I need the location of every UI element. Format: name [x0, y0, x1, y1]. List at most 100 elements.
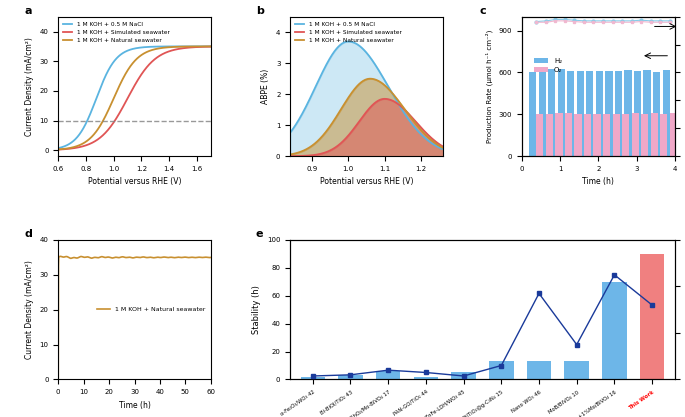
- 1 M KOH + Natural seawater: [404, 111, 412, 116]
- 1 M KOH + Simulated seawater: [404, 111, 412, 116]
- 1 M KOH + Natural seawater: [390, 94, 399, 99]
- Bar: [660, 114, 667, 156]
- 1 M KOH + 0.5 M NaCl: [51, 146, 60, 151]
- 1 M KOH + 0.5 M NaCl: [143, 45, 151, 50]
- 1 M KOH + Simulated seawater: [390, 99, 399, 104]
- Line: 1 M KOH + 0.5 M NaCl: 1 M KOH + 0.5 M NaCl: [290, 41, 447, 151]
- Bar: [414, 377, 438, 379]
- Bar: [546, 114, 553, 156]
- 1 M KOH + 0.5 M NaCl: [326, 55, 334, 60]
- Bar: [651, 113, 658, 156]
- X-axis label: Potential versus RHE (V): Potential versus RHE (V): [88, 178, 182, 186]
- 1 M KOH + 0.5 M NaCl: [378, 74, 386, 79]
- Text: b: b: [257, 6, 264, 16]
- Text: a: a: [25, 6, 32, 16]
- 1 M KOH + Simulated seawater: [61, 147, 69, 152]
- Bar: [612, 113, 620, 156]
- Bar: [565, 113, 572, 156]
- Bar: [548, 69, 556, 156]
- 1 M KOH + 0.5 M NaCl: [152, 44, 160, 49]
- 1 M KOH + Natural seawater: [171, 44, 179, 49]
- Bar: [536, 114, 543, 156]
- Bar: [632, 113, 639, 156]
- 1 M KOH + Simulated seawater: [152, 55, 160, 60]
- Bar: [527, 361, 551, 379]
- Legend: 1 M KOH + 0.5 M NaCl, 1 M KOH + Simulated seawater, 1 M KOH + Natural seawater: 1 M KOH + 0.5 M NaCl, 1 M KOH + Simulate…: [293, 20, 404, 45]
- 1 M KOH + 0.5 M NaCl: [345, 39, 353, 44]
- Bar: [662, 70, 670, 156]
- Line: 1 M KOH + Simulated seawater: 1 M KOH + Simulated seawater: [55, 47, 214, 150]
- Bar: [624, 70, 632, 156]
- Line: 1 M KOH + Simulated seawater: 1 M KOH + Simulated seawater: [290, 99, 447, 156]
- Bar: [653, 72, 660, 156]
- 1 M KOH + 0.5 M NaCl: [147, 44, 155, 49]
- Bar: [301, 377, 325, 379]
- 1 M KOH + Natural seawater: [152, 46, 160, 51]
- 1 M KOH + Simulated seawater: [286, 153, 295, 158]
- 1 M KOH + Natural seawater: [286, 152, 295, 157]
- 1 M KOH + Natural seawater: [202, 255, 210, 260]
- Line: 1 M KOH + 0.5 M NaCl: 1 M KOH + 0.5 M NaCl: [55, 46, 214, 148]
- Bar: [643, 70, 651, 156]
- Bar: [596, 71, 603, 156]
- 1 M KOH + Natural seawater: [188, 44, 196, 49]
- 1 M KOH + Natural seawater: [366, 76, 375, 81]
- 1 M KOH + Simulated seawater: [171, 47, 179, 52]
- Text: d: d: [25, 229, 32, 239]
- Bar: [603, 114, 610, 156]
- 1 M KOH + Natural seawater: [125, 255, 133, 260]
- Bar: [564, 361, 589, 379]
- 1 M KOH + 0.5 M NaCl: [404, 116, 412, 121]
- Bar: [615, 71, 622, 156]
- Bar: [575, 114, 582, 156]
- 1 M KOH + Natural seawater: [143, 49, 151, 54]
- Y-axis label: ABPE (%): ABPE (%): [262, 69, 271, 104]
- 1 M KOH + Simulated seawater: [188, 45, 196, 50]
- X-axis label: Time (h): Time (h): [119, 401, 151, 410]
- Bar: [451, 372, 476, 379]
- Legend: 1 M KOH + 0.5 M NaCl, 1 M KOH + Simulated seawater, 1 M KOH + Natural seawater: 1 M KOH + 0.5 M NaCl, 1 M KOH + Simulate…: [61, 20, 172, 45]
- Line: 1 M KOH + Natural seawater: 1 M KOH + Natural seawater: [55, 46, 214, 150]
- 1 M KOH + Natural seawater: [54, 377, 62, 382]
- 1 M KOH + Simulated seawater: [147, 60, 155, 65]
- Bar: [593, 114, 601, 156]
- Legend: 1 M KOH + Natural seawater: 1 M KOH + Natural seawater: [95, 304, 208, 315]
- Text: e: e: [256, 229, 263, 239]
- 1 M KOH + Simulated seawater: [314, 152, 322, 157]
- 1 M KOH + Natural seawater: [128, 255, 136, 260]
- 1 M KOH + Simulated seawater: [378, 97, 386, 102]
- Bar: [558, 69, 565, 156]
- 1 M KOH + 0.5 M NaCl: [390, 95, 399, 100]
- 1 M KOH + Simulated seawater: [143, 64, 151, 69]
- Bar: [338, 375, 363, 379]
- 1 M KOH + Natural seawater: [61, 146, 69, 151]
- 1 M KOH + Simulated seawater: [51, 147, 60, 152]
- X-axis label: Potential versus RHE (V): Potential versus RHE (V): [320, 178, 413, 186]
- Legend: H₂, O₂: H₂, O₂: [532, 55, 565, 76]
- X-axis label: Time (h): Time (h): [582, 178, 614, 186]
- Bar: [640, 254, 664, 379]
- Bar: [567, 70, 575, 156]
- Bar: [606, 71, 612, 156]
- 1 M KOH + Natural seawater: [202, 255, 210, 260]
- 1 M KOH + Natural seawater: [357, 80, 365, 85]
- 1 M KOH + 0.5 M NaCl: [286, 130, 295, 135]
- Y-axis label: Current Density (mA/cm²): Current Density (mA/cm²): [25, 37, 34, 136]
- Bar: [376, 371, 401, 379]
- 1 M KOH + Simulated seawater: [380, 96, 388, 101]
- 1 M KOH + 0.5 M NaCl: [443, 148, 451, 153]
- Bar: [641, 113, 649, 156]
- Bar: [529, 73, 536, 156]
- 1 M KOH + 0.5 M NaCl: [357, 45, 365, 50]
- Line: 1 M KOH + Natural seawater: 1 M KOH + Natural seawater: [290, 79, 447, 154]
- 1 M KOH + Natural seawater: [210, 44, 218, 49]
- 1 M KOH + Natural seawater: [326, 123, 334, 128]
- Bar: [634, 70, 641, 156]
- 1 M KOH + 0.5 M NaCl: [61, 143, 69, 148]
- Y-axis label: Production Rate (μmol h⁻¹ cm⁻²): Production Rate (μmol h⁻¹ cm⁻²): [486, 30, 493, 143]
- 1 M KOH + 0.5 M NaCl: [188, 44, 196, 49]
- 1 M KOH + Natural seawater: [175, 255, 183, 260]
- 1 M KOH + 0.5 M NaCl: [314, 79, 322, 84]
- 1 M KOH + Simulated seawater: [443, 146, 451, 151]
- 1 M KOH + Natural seawater: [207, 255, 215, 260]
